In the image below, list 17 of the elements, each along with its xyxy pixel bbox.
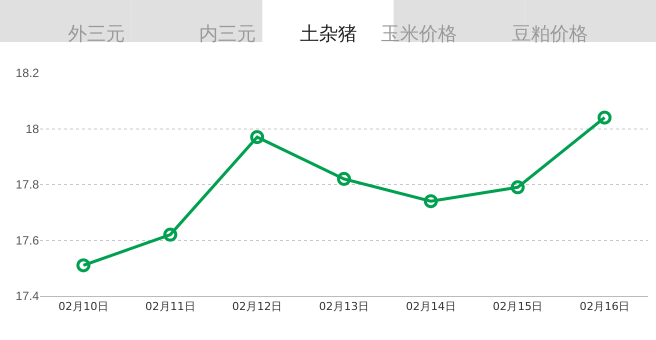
x-tick-label: 02月10日	[58, 300, 108, 314]
chart-title: 土杂猪	[300, 23, 357, 45]
text: 内三元	[199, 23, 256, 45]
text: 外三元	[68, 23, 125, 45]
x-tick-label: 02月16日	[580, 300, 630, 314]
x-tick-label: 02月13日	[319, 300, 369, 314]
text: 豆粕价格	[512, 23, 588, 45]
x-tick-label: 02月15日	[492, 300, 543, 314]
x-tick-label: 02月12日	[232, 300, 282, 314]
x-tick-label: 02月11日	[145, 300, 196, 314]
text: 玉米价格	[381, 23, 457, 45]
y-tick-label: 18	[26, 122, 40, 136]
y-tick-label: 17.8	[16, 178, 40, 192]
y-tick-label: 18.2	[16, 66, 40, 80]
x-tick-label: 02月14日	[406, 300, 456, 314]
y-tick-label: 17.6	[16, 233, 40, 248]
y-tick-label: 17.4	[16, 289, 40, 304]
